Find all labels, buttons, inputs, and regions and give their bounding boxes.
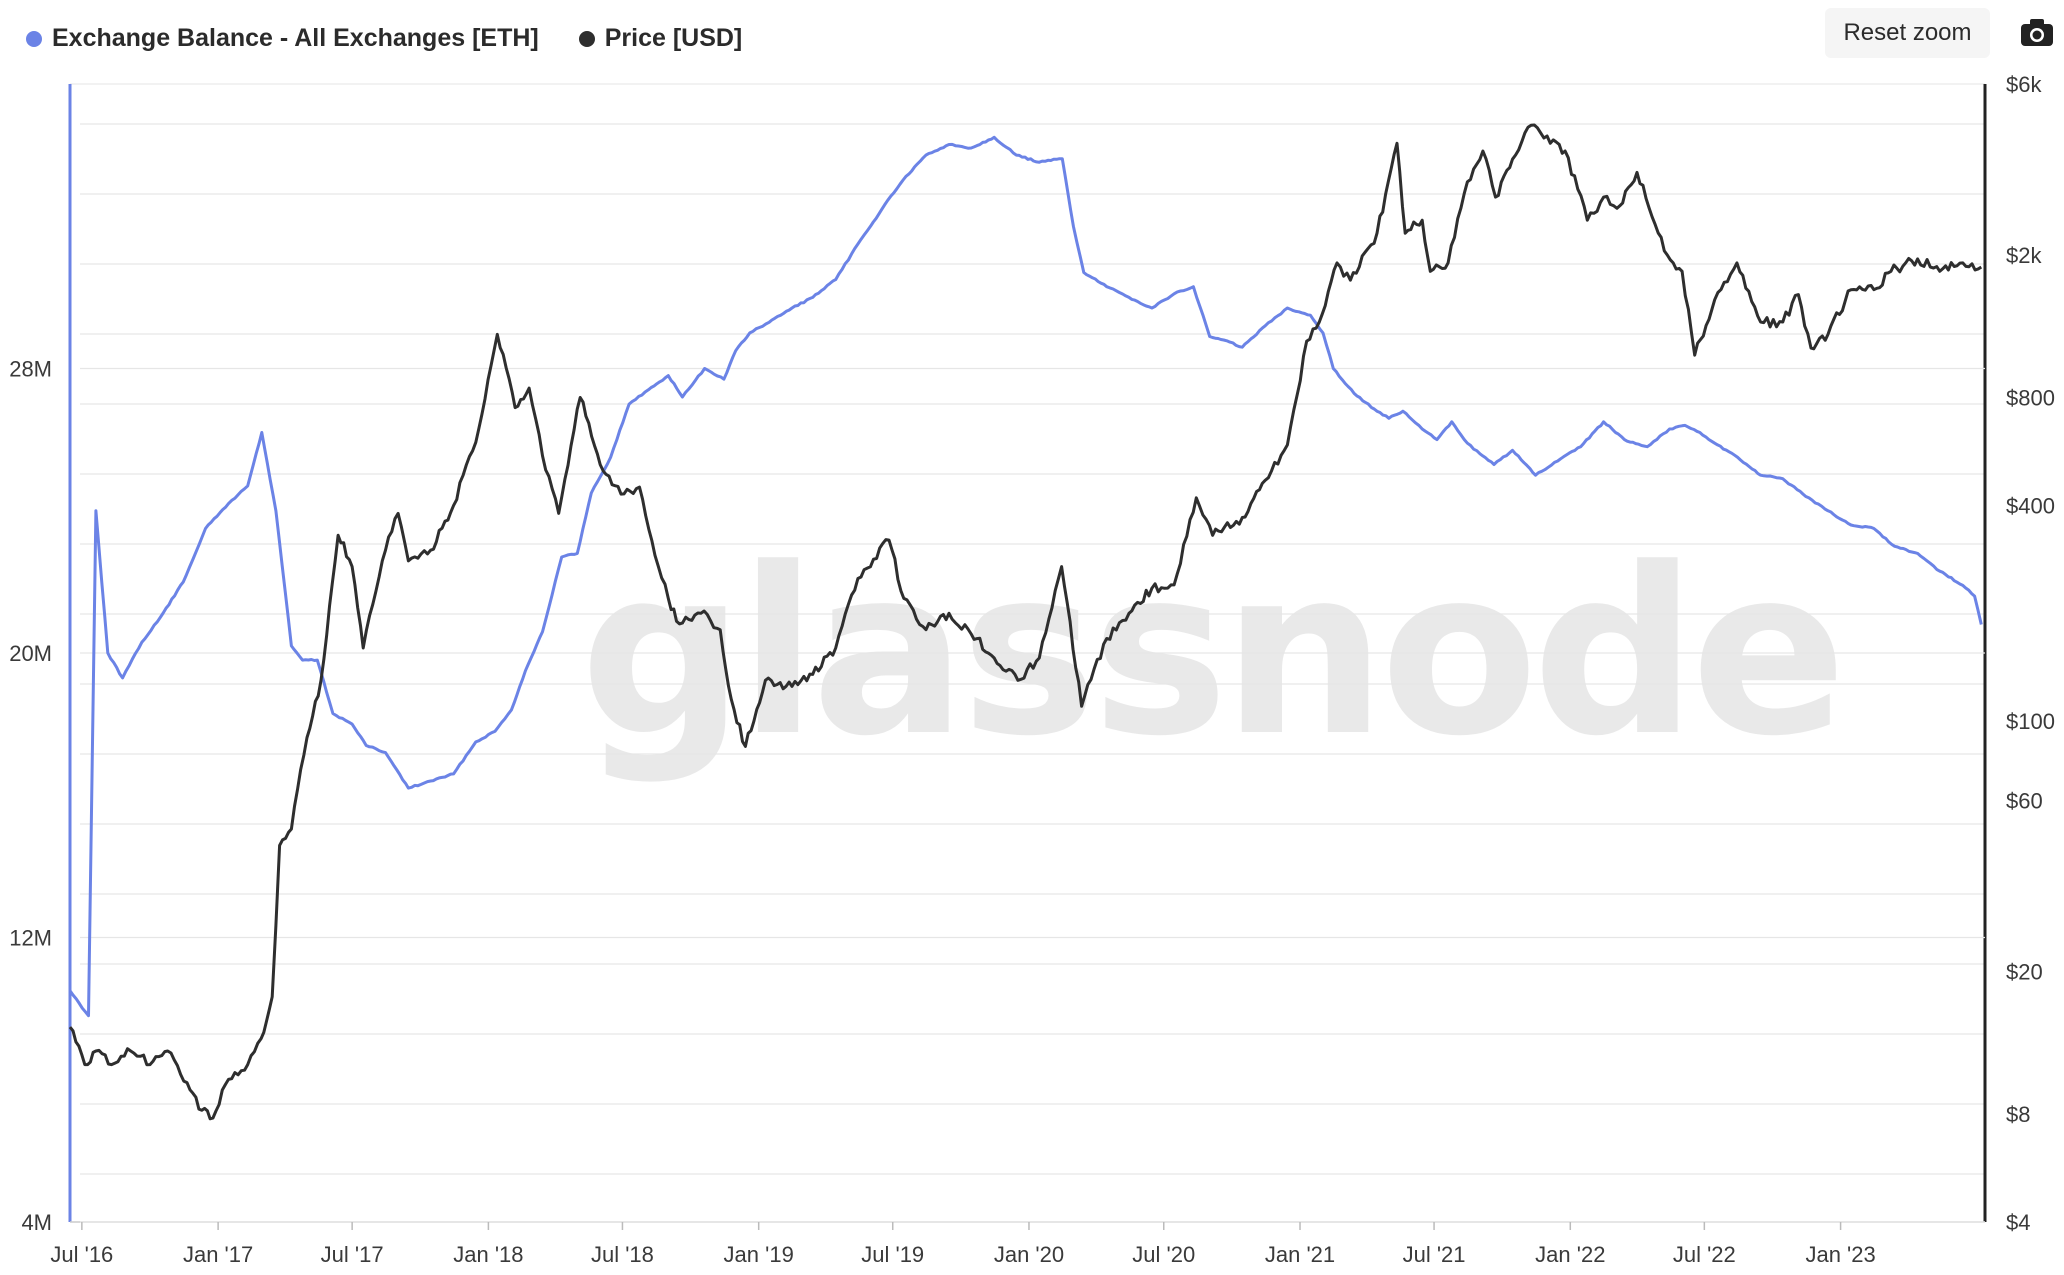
x-tick-label: Jul '21 [1403, 1242, 1466, 1267]
chart-legend: Exchange Balance - All Exchanges [ETH] P… [26, 24, 742, 53]
x-tick-label: Jul '20 [1132, 1242, 1195, 1267]
y-left-tick-label: 12M [9, 926, 52, 951]
x-tick-label: Jul '16 [50, 1242, 113, 1267]
legend-label-price: Price [USD] [604, 24, 743, 52]
reset-zoom-button[interactable]: Reset zoom [1825, 8, 1990, 58]
legend-dot-price [578, 30, 595, 47]
x-tick-label: Jan '23 [1805, 1242, 1875, 1267]
x-tick-label: Jan '22 [1535, 1242, 1605, 1267]
y-right-tick-label: $2k [2006, 243, 2042, 268]
y-right-tick-label: $800 [2006, 386, 2055, 411]
camera-icon-graphic [2021, 19, 2053, 46]
series-line-price [68, 123, 1983, 1121]
x-tick-label: Jan '17 [183, 1242, 253, 1267]
x-tick-label: Jul '19 [861, 1242, 924, 1267]
y-right-tick-label: $6k [2006, 72, 2042, 97]
x-tick-label: Jan '18 [453, 1242, 523, 1267]
x-tick-label: Jan '19 [724, 1242, 794, 1267]
y-right-tick-label: $60 [2006, 789, 2043, 814]
y-right-tick-label: $20 [2006, 960, 2043, 985]
x-tick-label: Jan '21 [1265, 1242, 1335, 1267]
legend-item-price[interactable]: Price [USD] [578, 24, 743, 53]
series-line-exchange-balance [68, 135, 1983, 1018]
legend-dot-exchange-balance [26, 30, 42, 47]
y-right-tick-label: $100 [2006, 709, 2055, 734]
y-left-tick-label: 28M [9, 357, 52, 382]
y-left-tick-label: 20M [9, 641, 52, 666]
y-right-tick-label: $4 [2006, 1210, 2030, 1235]
x-tick-label: Jul '22 [1673, 1242, 1736, 1267]
camera-icon[interactable] [2018, 14, 2056, 52]
y-left-tick-label: 4M [21, 1210, 52, 1235]
y-right-tick-label: $8 [2006, 1102, 2030, 1127]
x-tick-label: Jul '17 [321, 1242, 384, 1267]
legend-item-exchange-balance[interactable]: Exchange Balance - All Exchanges [ETH] [26, 24, 539, 53]
x-tick-label: Jan '20 [994, 1242, 1064, 1267]
y-right-tick-label: $400 [2006, 493, 2055, 518]
x-tick-label: Jul '18 [591, 1242, 654, 1267]
legend-label-exchange-balance: Exchange Balance - All Exchanges [ETH] [52, 24, 539, 52]
